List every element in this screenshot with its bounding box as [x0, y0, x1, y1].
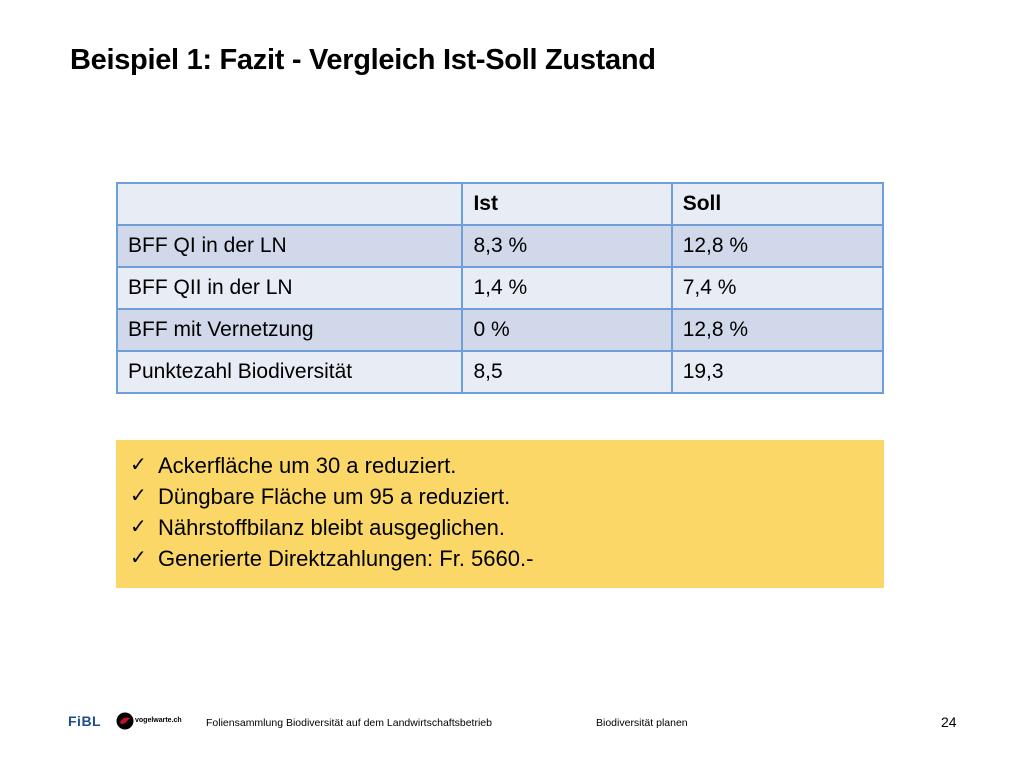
summary-text: Nährstoffbilanz bleibt ausgeglichen. — [158, 515, 505, 540]
row-label: BFF QII in der LN — [115, 266, 464, 310]
comparison-table: Ist Soll BFF QI in der LN 8,3 % 12,8 % B… — [115, 182, 885, 394]
table-header-row: Ist Soll — [115, 182, 885, 226]
vogelwarte-logo: vogelwarte.ch — [115, 711, 182, 731]
table-row: Punktezahl Biodiversität 8,5 19,3 — [115, 350, 885, 394]
row-label: BFF mit Vernetzung — [115, 308, 464, 352]
ist-value: 0 % — [461, 308, 673, 352]
header-cell-soll: Soll — [670, 182, 885, 226]
summary-box: ✓ Ackerfläche um 30 a reduziert. ✓ Düngb… — [116, 440, 884, 588]
ist-value: 8,3 % — [461, 224, 673, 268]
vogelwarte-wordmark: vogelwarte.ch — [135, 717, 182, 724]
checkmark-icon: ✓ — [130, 547, 147, 569]
soll-value: 19,3 — [670, 350, 885, 394]
soll-value: 7,4 % — [670, 266, 885, 310]
table-row: BFF QII in der LN 1,4 % 7,4 % — [115, 266, 885, 310]
ist-value: 8,5 — [461, 350, 673, 394]
page-title: Beispiel 1: Fazit - Vergleich Ist-Soll Z… — [70, 44, 656, 76]
checkmark-icon: ✓ — [130, 454, 147, 476]
soll-value: 12,8 % — [670, 224, 885, 268]
footer-collection-title: Foliensammlung Biodiversität auf dem Lan… — [206, 717, 492, 729]
row-label: BFF QI in der LN — [115, 224, 464, 268]
summary-text: Generierte Direktzahlungen: Fr. 5660.- — [158, 546, 534, 571]
summary-item: ✓ Nährstoffbilanz bleibt ausgeglichen. — [130, 512, 872, 543]
fibl-logo: FiBL — [68, 713, 102, 729]
summary-item: ✓ Generierte Direktzahlungen: Fr. 5660.- — [130, 543, 872, 574]
summary-text: Ackerfläche um 30 a reduziert. — [158, 453, 457, 478]
row-label: Punktezahl Biodiversität — [115, 350, 464, 394]
header-cell-empty — [115, 182, 464, 226]
footer: FiBL vogelwarte.ch Foliensammlung Biodiv… — [0, 700, 1024, 740]
checkmark-icon: ✓ — [130, 485, 147, 507]
footer-section-title: Biodiversität planen — [596, 717, 688, 729]
soll-value: 12,8 % — [670, 308, 885, 352]
table-row: BFF mit Vernetzung 0 % 12,8 % — [115, 308, 885, 352]
summary-list: ✓ Ackerfläche um 30 a reduziert. ✓ Düngb… — [130, 450, 872, 574]
bird-icon — [116, 712, 134, 730]
summary-item: ✓ Ackerfläche um 30 a reduziert. — [130, 450, 872, 481]
checkmark-icon: ✓ — [130, 516, 147, 538]
summary-text: Düngbare Fläche um 95 a reduziert. — [158, 484, 511, 509]
summary-item: ✓ Düngbare Fläche um 95 a reduziert. — [130, 481, 872, 512]
table-row: BFF QI in der LN 8,3 % 12,8 % — [115, 224, 885, 268]
header-cell-ist: Ist — [461, 182, 673, 226]
ist-value: 1,4 % — [461, 266, 673, 310]
page-number: 24 — [941, 714, 957, 730]
